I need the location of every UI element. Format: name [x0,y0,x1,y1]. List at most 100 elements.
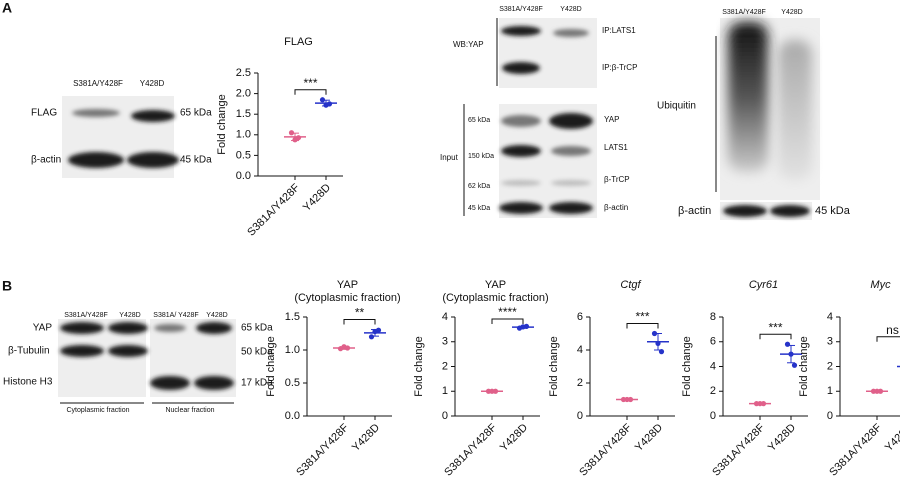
band [551,180,591,186]
y-tick-label: 2 [710,385,716,397]
y-tick-label: 1 [442,385,448,397]
lane-label: S381A/Y428F [722,9,766,16]
row-label: IP:β-TrCP [602,63,637,72]
significance-bracket [294,89,327,95]
smear [778,40,812,180]
chart-title: YAP [337,279,358,291]
x-tick-label: S381A/Y428F [827,421,884,478]
chart-title: Ctgf [620,279,641,291]
y-tick-label: 2 [442,360,448,372]
panel-label: B [2,278,12,294]
lane-label: Y428D [781,9,802,16]
row-label: LATS1 [604,143,628,152]
row-label: β-actin [678,205,711,217]
chart-subtitle: (Cytoplasmic fraction) [442,292,548,304]
row-label: IP:LATS1 [602,26,636,35]
size-label: 17 kDa [241,378,273,389]
y-tick-label: 4 [442,311,448,323]
size-label: 45 kDa [180,155,212,166]
band [501,180,541,186]
significance-bracket [876,336,900,342]
y-tick-label: 1.5 [285,311,300,323]
y-axis-label: Fold change [413,336,425,397]
significance-bracket [626,323,659,329]
chart-title: FLAG [284,36,313,48]
fraction-label: Cytoplasmic fraction [66,407,129,414]
size-label: 150 kDa [468,153,494,160]
input-label: Input [440,153,459,162]
data-point [295,135,302,141]
x-tick-label: S381A/Y428F [577,421,634,478]
data-point [791,362,798,368]
band [108,322,148,334]
blot-a1: S381A/Y428F Y428D FLAG β-actin 65 kDa 45… [31,79,212,178]
y-tick-label: 0.5 [285,377,300,389]
row-label: Ubiquitin [657,101,696,112]
chart-subtitle: (Cytoplasmic fraction) [294,292,400,304]
band [68,152,124,168]
band [154,324,186,332]
band [501,26,541,36]
size-label: 62 kDa [468,183,490,190]
y-tick-label: 1.5 [236,108,251,120]
data-point [788,351,794,357]
row-label: β-TrCP [604,175,630,184]
lane-label: S381A/Y428F [499,6,543,13]
wb-label: WB:YAP [453,40,484,49]
x-tick-label: Y428D [498,422,530,454]
significance-label: ns [886,323,899,337]
band [72,109,120,117]
data-point [326,101,333,107]
row-label: YAP [33,323,53,334]
band [196,322,232,334]
significance-label: *** [768,320,782,334]
row-label: β-actin [31,155,61,166]
row-label: Histone H3 [3,377,53,388]
blot-a3: S381A/Y428F Y428D Ubiquitin β-actin 45 k… [657,9,851,220]
y-tick-label: 0 [710,410,716,422]
y-tick-label: 1 [827,385,833,397]
data-point [658,349,665,355]
x-tick-label: Y428D [883,422,900,454]
y-tick-label: 8 [710,311,716,323]
band [150,376,190,390]
band [127,152,179,168]
x-tick-label: Y428D [633,422,665,454]
chart-title: Cyr61 [749,279,778,291]
y-tick-label: 4 [577,344,583,356]
band [551,146,591,156]
y-tick-label: 1.0 [236,129,251,141]
significance-bracket [491,318,524,324]
x-tick-label: Y428D [301,182,333,214]
lane-label: S381A/Y428F [73,79,123,88]
x-tick-label: S381A/Y428F [442,421,499,478]
size-label: 50 kDa [241,347,273,358]
band [499,202,543,214]
chart-title: YAP [485,279,506,291]
y-tick-label: 0.0 [236,170,251,182]
y-tick-label: 1.0 [285,344,300,356]
x-tick-label: S381A/Y428F [710,421,767,478]
data-point [651,330,658,337]
blot-a2: S381A/Y428F Y428D WB:YAP IP:LATS1 IP:β-T… [440,6,637,218]
band [502,62,540,74]
band [553,29,589,37]
significance-label: ** [355,306,365,320]
data-point [319,97,326,103]
band [770,205,810,217]
y-axis-label: Fold change [681,336,693,397]
chart-title: Myc [870,279,891,291]
data-point [344,345,351,351]
size-label: 65 kDa [468,117,490,124]
blot-b: S381A/Y428F Y428D S381A/ Y428F Y428D YAP… [3,312,273,414]
y-tick-label: 4 [710,360,716,372]
data-point [375,327,382,333]
x-tick-label: Y428D [766,422,798,454]
band [60,345,104,357]
panel-label: A [2,0,12,16]
y-axis-label: Fold change [265,336,277,397]
lane-label: Y428D [560,6,581,13]
